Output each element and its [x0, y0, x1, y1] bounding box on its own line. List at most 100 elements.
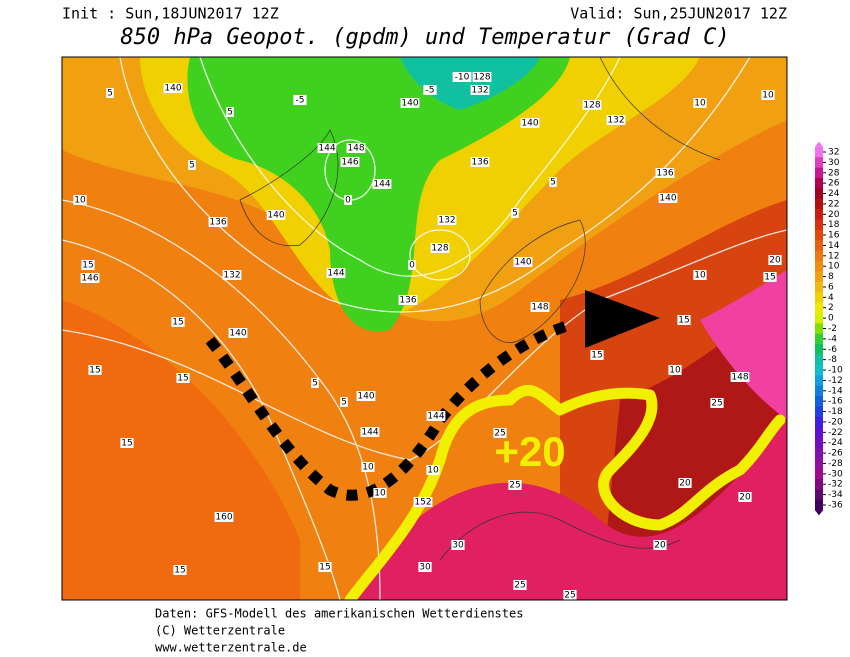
contour-label: 15 [89, 366, 100, 376]
colorbar-swatch [815, 188, 823, 200]
colorbar-label: -28 [828, 459, 843, 469]
colorbar-label: 16 [828, 231, 840, 241]
label-box [730, 372, 750, 382]
label-box [693, 270, 707, 280]
contour-label: 15 [764, 273, 775, 283]
contour-label: 128 [431, 244, 448, 254]
contour-label: 20 [654, 541, 666, 551]
contour-label: 15 [174, 566, 185, 576]
colorbar-label: 10 [828, 262, 840, 272]
contour-label: 144 [327, 269, 344, 279]
contour-label: 25 [509, 481, 520, 491]
label-box [513, 580, 527, 590]
contour-label: 25 [564, 591, 575, 601]
colorbar-label: -32 [828, 480, 843, 490]
colorbar-label: -14 [828, 386, 843, 396]
colorbar-tip [815, 510, 823, 516]
label-box [408, 260, 416, 270]
contour-label: 144 [427, 412, 444, 422]
label-box [346, 143, 366, 153]
contour-label: 148 [347, 144, 364, 154]
contour-label: 146 [81, 274, 98, 284]
colorbar-label: 18 [828, 220, 840, 230]
label-box [549, 177, 557, 187]
label-box [655, 168, 675, 178]
contour-label: 15 [319, 563, 330, 573]
label-box [472, 72, 492, 82]
colorbar-swatch [815, 427, 823, 439]
label-box [418, 562, 432, 572]
colorbar-label: -24 [828, 438, 843, 448]
label-box [511, 208, 519, 218]
colorbar-swatch [815, 344, 823, 355]
contour-label: 5 [550, 178, 556, 188]
label-box [373, 488, 387, 498]
contour-label: 15 [121, 439, 132, 449]
contour-label: 136 [656, 169, 673, 179]
contour-label: 140 [401, 99, 418, 109]
contour-label: 152 [414, 498, 431, 508]
contour-label: 10 [694, 271, 706, 281]
colorbar-label: 24 [828, 189, 840, 199]
label-box [563, 590, 577, 600]
contour-label: 128 [583, 101, 600, 111]
colorbar-swatch [815, 406, 823, 418]
label-box [173, 565, 187, 575]
contour-label: 132 [471, 86, 488, 96]
label-box [226, 107, 234, 117]
colorbar-swatch [815, 416, 823, 428]
footer-line: Daten: GFS-Modell des amerikanischen Wet… [155, 607, 523, 621]
colorbar-label: 26 [828, 179, 840, 189]
contour-label: 15 [591, 351, 602, 361]
contour-label: -10 [455, 73, 470, 83]
label-box [293, 95, 307, 105]
colorbar-swatch [815, 364, 823, 376]
colorbar-swatch [815, 395, 823, 407]
label-box [738, 492, 752, 502]
contour-label: 140 [514, 258, 531, 268]
init-time: Init : Sun,18JUN2017 12Z [62, 5, 279, 23]
label-box [361, 462, 375, 472]
label-box [452, 72, 472, 82]
title: 850 hPa Geopot. (gpdm) und Temperatur (G… [120, 25, 729, 50]
colorbar-swatch [815, 437, 823, 449]
contour-label: 10 [74, 196, 86, 206]
colorbar-swatch [815, 146, 823, 158]
label-box [423, 85, 437, 95]
arrow [585, 290, 660, 348]
colorbar-swatch [815, 198, 823, 210]
contour-label: 140 [521, 119, 538, 129]
colorbar-swatch [815, 167, 823, 179]
colorbar-swatch [815, 281, 823, 293]
colorbar-swatch [815, 261, 823, 272]
label-box [176, 373, 190, 383]
colorbar-swatch [815, 157, 823, 169]
contour-label: 0 [409, 261, 415, 271]
colorbar-swatch [815, 271, 823, 283]
warm-air-boundary [344, 384, 786, 600]
label-box [693, 98, 707, 108]
label-box [398, 295, 418, 305]
contour-label: 30 [452, 541, 464, 551]
colorbar-label: -20 [828, 417, 843, 427]
contour-label: 5 [341, 398, 347, 408]
colorbar-label: 30 [828, 158, 840, 168]
contour-label: 136 [399, 296, 416, 306]
contour-label: 25 [711, 399, 722, 409]
contour-label: 15 [678, 316, 689, 326]
label-box [768, 255, 782, 265]
colorbar-swatch [815, 354, 823, 366]
colorbar-label: -8 [828, 355, 837, 365]
colorbar-label: -18 [828, 407, 843, 417]
label-box [326, 268, 346, 278]
label-box [426, 465, 440, 475]
label-box [311, 378, 319, 388]
contour-label: 20 [679, 479, 691, 489]
label-box [400, 98, 420, 108]
colorbar-swatch [815, 468, 823, 480]
contour-label: 144 [318, 144, 335, 154]
colorbar-swatch [815, 219, 823, 231]
label-box [590, 350, 604, 360]
label-box [214, 512, 234, 522]
colorbar-label: 2 [828, 303, 834, 313]
